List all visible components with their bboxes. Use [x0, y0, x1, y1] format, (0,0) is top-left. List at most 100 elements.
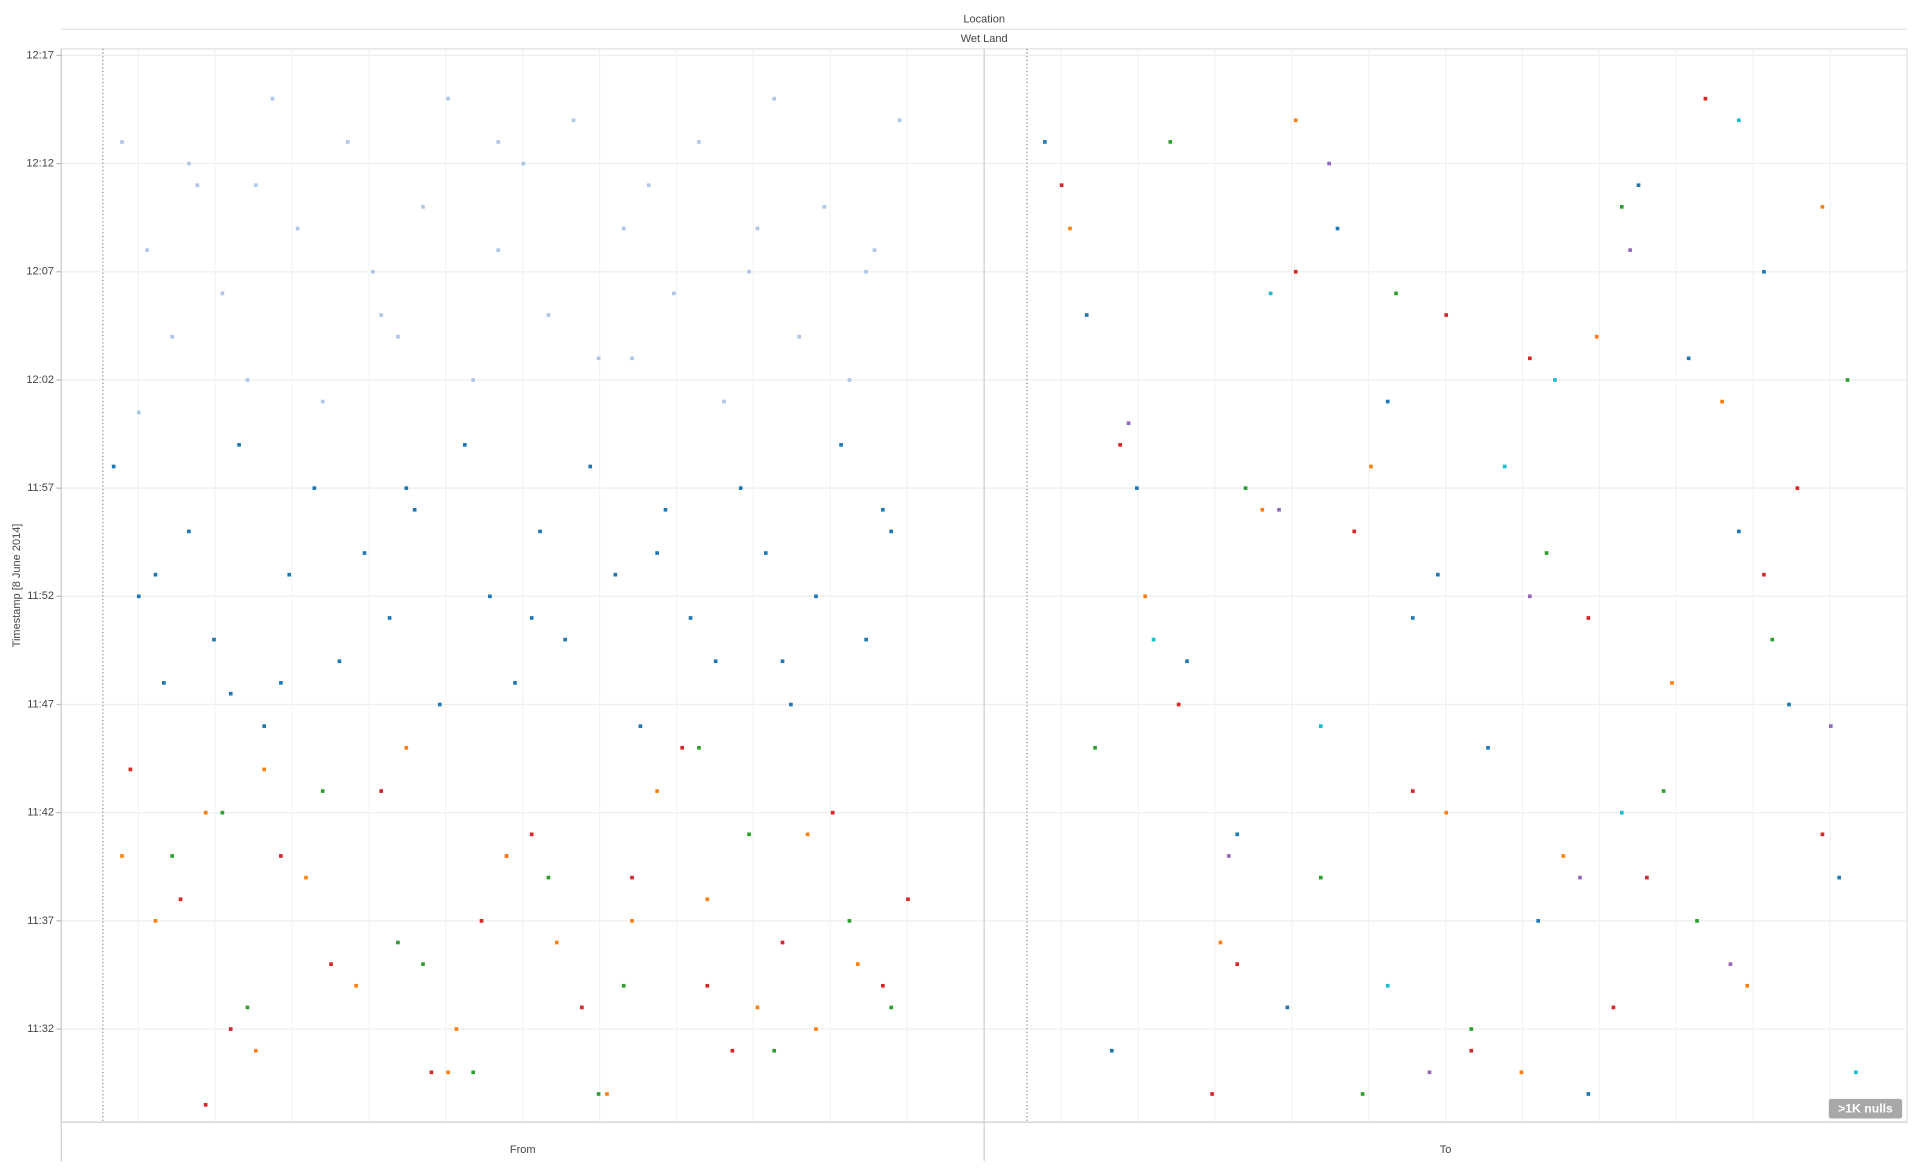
- point: [1553, 378, 1557, 382]
- point: [488, 594, 492, 599]
- y-tick-label: 11:42: [27, 807, 54, 819]
- point: [864, 269, 868, 274]
- point: [120, 140, 124, 144]
- point: [1218, 940, 1223, 945]
- point: [1168, 140, 1173, 144]
- point: [1745, 983, 1750, 988]
- point: [797, 334, 802, 339]
- point: [195, 183, 200, 188]
- point: [479, 919, 484, 923]
- point: [546, 875, 551, 880]
- point: [203, 810, 208, 815]
- nulls-badge[interactable]: [1828, 1098, 1903, 1119]
- point: [1135, 486, 1139, 490]
- point: [730, 1048, 735, 1053]
- point: [471, 378, 476, 382]
- nulls-indicator[interactable]: >1K nulls: [1838, 1102, 1893, 1116]
- point: [245, 378, 250, 382]
- point: [1845, 378, 1850, 382]
- point: [136, 594, 141, 599]
- point: [1335, 226, 1340, 231]
- point: [220, 291, 225, 296]
- point: [1427, 1070, 1432, 1075]
- point: [504, 854, 509, 858]
- point: [563, 637, 567, 642]
- point: [111, 464, 116, 469]
- point: [1318, 875, 1323, 880]
- point: [814, 1027, 818, 1031]
- point: [1444, 810, 1449, 815]
- point: [1436, 572, 1440, 577]
- point: [1185, 659, 1189, 664]
- point: [1703, 96, 1708, 101]
- point: [1143, 594, 1148, 599]
- point: [404, 486, 409, 490]
- point: [270, 96, 275, 101]
- point: [1820, 832, 1825, 837]
- point: [646, 183, 651, 188]
- point: [1628, 248, 1632, 252]
- point: [1536, 919, 1541, 923]
- point: [412, 507, 417, 512]
- point: [605, 1092, 609, 1096]
- point: [387, 616, 392, 620]
- point: [170, 334, 175, 339]
- point: [1410, 789, 1415, 793]
- point: [136, 410, 141, 415]
- point: [872, 248, 877, 252]
- point: [889, 529, 894, 534]
- point: [1527, 356, 1532, 361]
- point: [755, 226, 760, 231]
- point: [705, 897, 710, 902]
- point: [496, 248, 501, 252]
- point: [621, 983, 626, 988]
- point: [1686, 356, 1691, 361]
- point: [889, 1005, 894, 1010]
- point: [279, 854, 283, 858]
- point: [371, 269, 375, 274]
- point: [1385, 983, 1390, 988]
- point: [421, 962, 425, 966]
- point: [279, 681, 283, 685]
- point: [253, 1048, 258, 1053]
- point: [1661, 789, 1666, 793]
- point: [1293, 118, 1298, 123]
- point: [379, 313, 384, 317]
- point: [772, 96, 777, 101]
- point: [262, 767, 266, 772]
- point: [1770, 637, 1775, 642]
- point: [529, 616, 534, 620]
- point: [697, 140, 701, 144]
- point: [755, 1005, 760, 1010]
- point: [187, 529, 191, 534]
- point: [1285, 1005, 1290, 1010]
- point: [396, 940, 400, 945]
- point: [437, 702, 442, 707]
- point: [1611, 1005, 1616, 1010]
- point: [1068, 226, 1072, 231]
- point: [864, 637, 868, 642]
- point: [153, 919, 158, 923]
- y-tick-label: 11:52: [27, 590, 54, 602]
- point: [354, 983, 358, 988]
- point: [705, 983, 710, 988]
- point: [580, 1005, 584, 1010]
- point: [1854, 1070, 1858, 1075]
- point: [822, 205, 827, 209]
- point: [596, 1092, 601, 1096]
- point: [1118, 443, 1122, 447]
- point: [1268, 291, 1273, 296]
- point: [178, 897, 183, 902]
- point: [287, 572, 292, 577]
- point: [906, 897, 910, 902]
- point: [855, 962, 860, 966]
- point: [396, 334, 400, 339]
- point: [596, 356, 601, 361]
- point: [1084, 313, 1089, 317]
- point: [1586, 1092, 1591, 1096]
- point: [1093, 745, 1097, 750]
- point: [1544, 551, 1549, 555]
- point: [513, 681, 517, 685]
